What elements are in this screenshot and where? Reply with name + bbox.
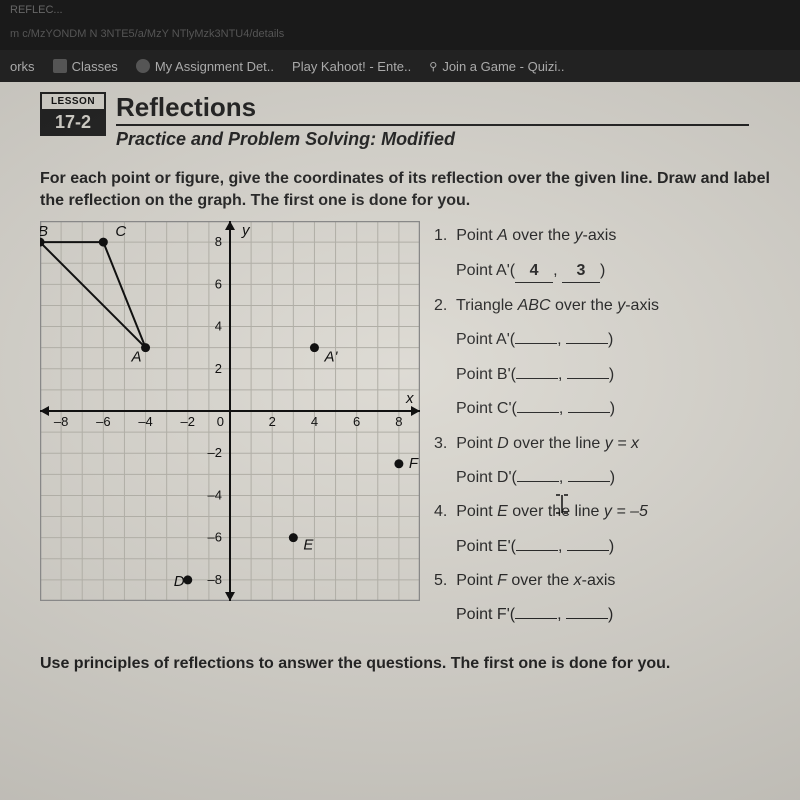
q5-y[interactable]	[566, 618, 608, 619]
svg-text:–2: –2	[181, 414, 195, 429]
svg-text:–8: –8	[208, 572, 222, 587]
page-title: Reflections	[116, 92, 782, 123]
lesson-header: LESSON 17-2 Reflections Practice and Pro…	[40, 92, 782, 150]
lesson-label: LESSON	[42, 94, 104, 111]
svg-text:6: 6	[215, 277, 222, 292]
bookmark-assignment[interactable]: My Assignment Det..	[136, 59, 274, 74]
svg-text:y: y	[241, 222, 251, 239]
q3-x[interactable]	[517, 481, 559, 482]
svg-text:–4: –4	[138, 414, 152, 429]
url-text: m c/MzYONDM N 3NTE5/a/MzY NTlyMzk3NTU4/d…	[10, 28, 284, 40]
content-row: –8 –6 –4 –2 2 4 6 8 –8 –6 –4 –2 2 4 6 8 0 y x A A' B C D E F 1. …	[40, 221, 782, 639]
svg-text:4: 4	[311, 414, 318, 429]
q4-x[interactable]	[516, 550, 558, 551]
lesson-box: LESSON 17-2	[40, 92, 106, 136]
lesson-number: 17-2	[42, 111, 104, 134]
q2c-x[interactable]	[517, 412, 559, 413]
svg-text:8: 8	[215, 234, 222, 249]
svg-text:2: 2	[215, 361, 222, 376]
q2: 2. Triangle ABC over the y-axis	[434, 295, 782, 317]
q1-blank-x[interactable]: 4	[515, 260, 553, 283]
page-subtitle: Practice and Problem Solving: Modified	[116, 129, 782, 150]
svg-text:x: x	[405, 390, 414, 407]
svg-text:–8: –8	[54, 414, 68, 429]
q2b-y[interactable]	[567, 378, 609, 379]
q2-a: Point A'(, )	[456, 329, 782, 351]
svg-text:F: F	[409, 455, 419, 472]
q1-answer: Point A'(4, 3)	[456, 260, 782, 283]
svg-text:C: C	[115, 223, 126, 240]
q4: 4. Point E over the line y = –5	[434, 501, 782, 523]
tab-title[interactable]: REFLEC...	[10, 4, 63, 16]
q4-y[interactable]	[567, 550, 609, 551]
svg-text:B: B	[40, 223, 48, 240]
svg-text:–2: –2	[208, 445, 222, 460]
classes-icon	[53, 59, 67, 73]
questions: 1. Point A over the y-axis Point A'(4, 3…	[434, 221, 782, 639]
q3: 3. Point D over the line y = x	[434, 433, 782, 455]
q2-b: Point B'(, )	[456, 364, 782, 386]
q5-x[interactable]	[515, 618, 557, 619]
bookmark-classes[interactable]: Classes	[53, 59, 118, 74]
q4-ans: Point E'(, )	[456, 536, 782, 558]
worksheet-page: LESSON 17-2 Reflections Practice and Pro…	[0, 82, 800, 800]
svg-text:4: 4	[215, 319, 222, 334]
svg-text:0: 0	[217, 414, 224, 429]
svg-text:–6: –6	[96, 414, 110, 429]
browser-chrome: REFLEC... m c/MzYONDM N 3NTE5/a/MzY NTly…	[0, 0, 800, 82]
svg-text:–6: –6	[208, 530, 222, 545]
svg-text:A: A	[131, 349, 142, 366]
q2c-y[interactable]	[568, 412, 610, 413]
search-icon: ⚲	[429, 60, 437, 73]
svg-text:A': A'	[323, 349, 338, 366]
coordinate-graph: –8 –6 –4 –2 2 4 6 8 –8 –6 –4 –2 2 4 6 8 0 y x A A' B C D E F	[40, 221, 420, 601]
svg-text:8: 8	[395, 414, 402, 429]
q2b-x[interactable]	[516, 378, 558, 379]
bookmark-kahoot[interactable]: Play Kahoot! - Ente..	[292, 59, 411, 74]
q3-ans: Point D'(, )	[456, 467, 782, 489]
svg-text:6: 6	[353, 414, 360, 429]
assignment-icon	[136, 59, 150, 73]
tab-bar: REFLEC...	[0, 0, 800, 24]
bookmark-orks[interactable]: orks	[10, 59, 35, 74]
svg-text:–4: –4	[208, 488, 222, 503]
footer-instructions: Use principles of reflections to answer …	[40, 653, 782, 675]
graph-svg: –8 –6 –4 –2 2 4 6 8 –8 –6 –4 –2 2 4 6 8 0 y x A A' B C D E F	[40, 221, 420, 601]
svg-text:E: E	[303, 537, 314, 554]
q5-ans: Point F'(, )	[456, 604, 782, 626]
q1-blank-y[interactable]: 3	[562, 260, 600, 283]
q2-c: Point C'(, )	[456, 398, 782, 420]
q1: 1. Point A over the y-axis	[434, 225, 782, 247]
q2a-x[interactable]	[515, 343, 557, 344]
q2a-y[interactable]	[566, 343, 608, 344]
title-rule	[116, 124, 749, 126]
instructions: For each point or figure, give the coord…	[40, 168, 782, 211]
url-bar[interactable]: m c/MzYONDM N 3NTE5/a/MzY NTlyMzk3NTU4/d…	[0, 24, 800, 50]
q5: 5. Point F over the x-axis	[434, 570, 782, 592]
q3-y[interactable]	[568, 481, 610, 482]
svg-text:2: 2	[269, 414, 276, 429]
title-block: Reflections Practice and Problem Solving…	[116, 92, 782, 150]
bookmark-quizizz[interactable]: ⚲Join a Game - Quizi..	[429, 59, 564, 74]
svg-text:D: D	[174, 573, 185, 590]
bookmarks-bar: orks Classes My Assignment Det.. Play Ka…	[0, 50, 800, 82]
